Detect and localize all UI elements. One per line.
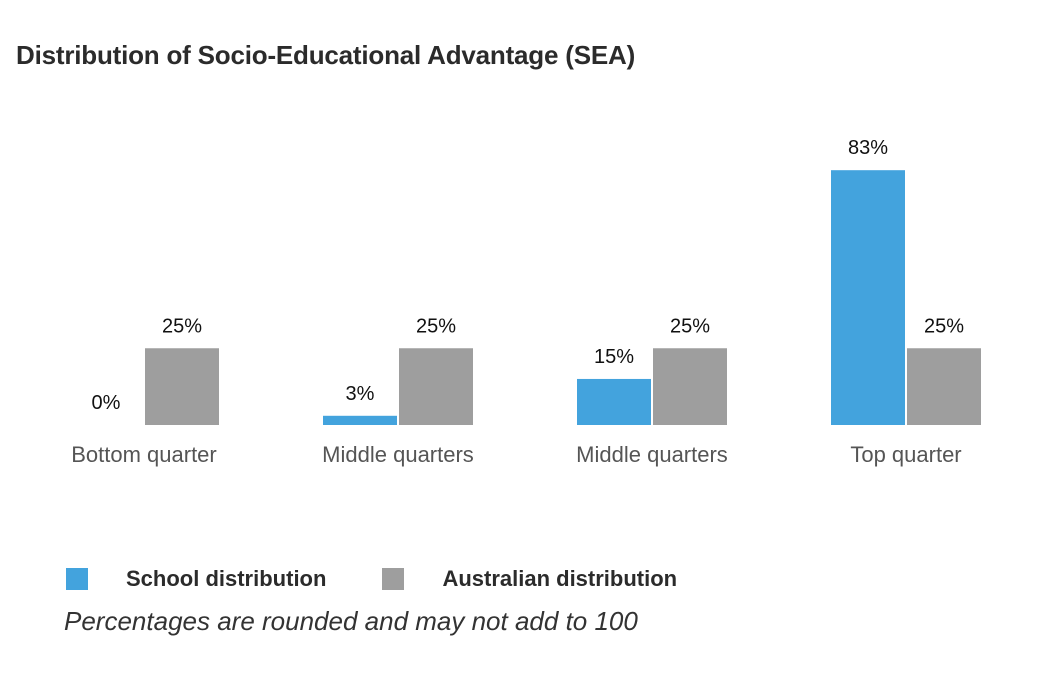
data-label-australian-3: 25% <box>924 315 964 337</box>
category-label-0: Bottom quarter <box>71 442 217 467</box>
bar-school-1 <box>323 415 397 425</box>
data-label-school-3: 83% <box>848 137 888 159</box>
legend-swatch-school <box>66 568 88 590</box>
legend-item-school: School distribution <box>66 566 326 592</box>
bar-australian-1 <box>399 348 473 425</box>
data-label-school-0: 0% <box>92 392 121 414</box>
bar-school-3 <box>831 170 905 425</box>
chart-title: Distribution of Socio-Educational Advant… <box>16 40 636 70</box>
bar-australian-3 <box>907 348 981 425</box>
data-label-australian-1: 25% <box>416 315 456 337</box>
category-label-2: Middle quarters <box>576 442 728 467</box>
legend-item-australian: Australian distribution <box>382 566 677 592</box>
legend: School distribution Australian distribut… <box>66 566 733 592</box>
bar-chart: 0% 25% Bottom quarter 3% 25% Middle quarters 1… <box>71 137 981 467</box>
legend-label-australian: Australian distribution <box>442 566 678 591</box>
bar-australian-2 <box>653 348 727 425</box>
legend-swatch-australian <box>382 568 405 590</box>
bar-school-2 <box>577 378 651 425</box>
legend-label-school: School distribution <box>126 566 327 591</box>
data-label-school-2: 15% <box>594 346 634 368</box>
bars-layer: 0% 25% Bottom quarter 3% 25% Middle quarters 1… <box>71 137 981 467</box>
category-label-3: Top quarter <box>850 442 961 467</box>
category-label-1: Middle quarters <box>322 442 474 467</box>
data-label-school-1: 3% <box>346 383 375 405</box>
footnote: Percentages are rounded and may not add … <box>64 606 638 636</box>
data-label-australian-0: 25% <box>162 315 202 337</box>
bar-australian-0 <box>145 348 219 425</box>
data-label-australian-2: 25% <box>670 315 710 337</box>
